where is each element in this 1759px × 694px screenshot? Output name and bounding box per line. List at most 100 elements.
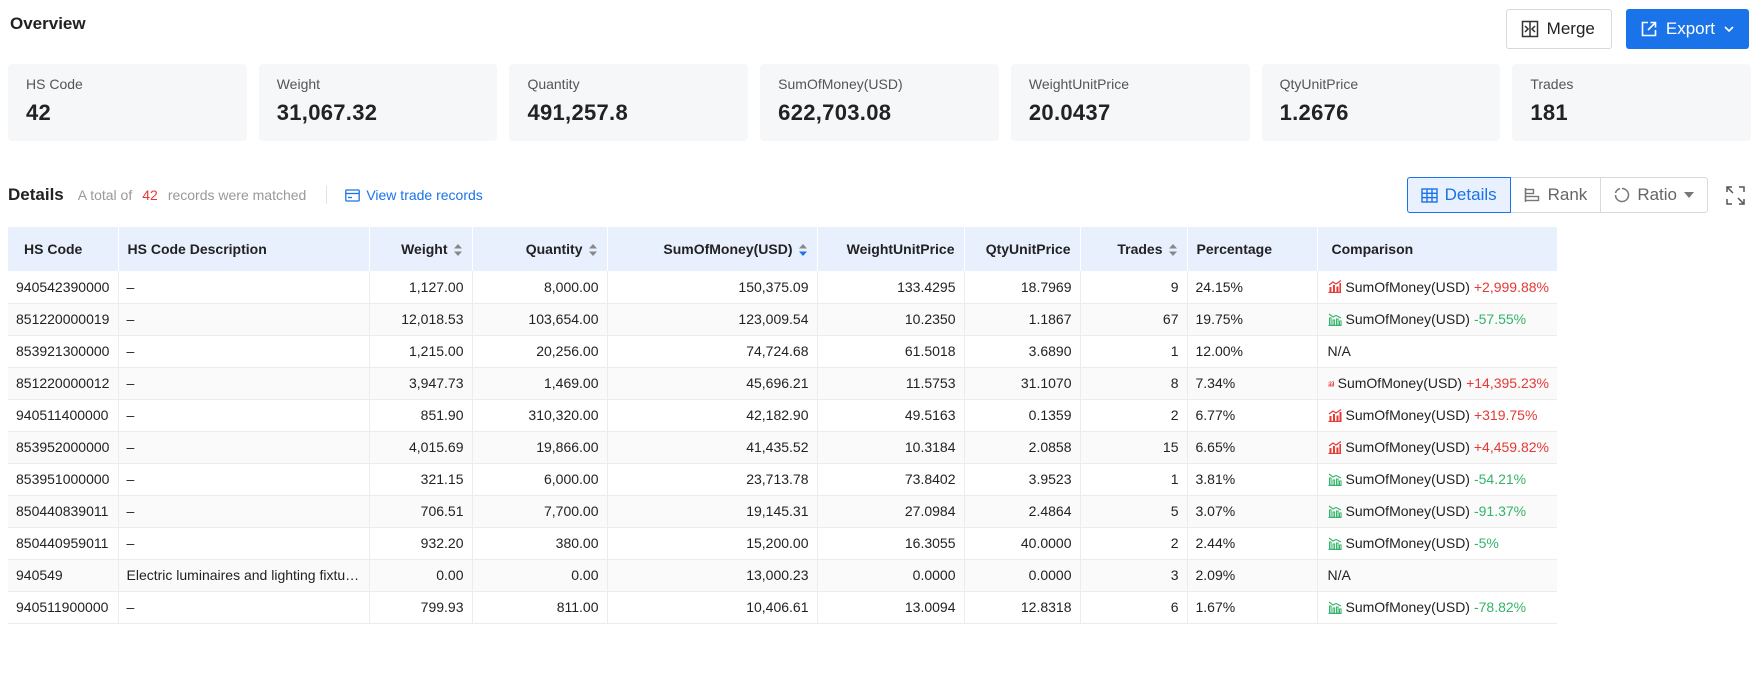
trend-down-icon [1328, 601, 1342, 614]
cell-hs-code: 850440959011 [8, 527, 119, 560]
cell-hs-code: 940511900000 [8, 591, 119, 624]
cell-weight-unit-price: 27.0984 [817, 495, 965, 528]
view-trade-records-link[interactable]: View trade records [345, 187, 483, 203]
stat-label: QtyUnitPrice [1279, 76, 1359, 92]
details-bar: Details A total of 42 records were matched… [8, 175, 1751, 215]
cell-quantity: 20,256.00 [472, 335, 608, 368]
merge-icon [1521, 20, 1538, 38]
trend-up-icon [1328, 408, 1341, 422]
table-row[interactable]: 853951000000–321.15 6,000.00 23,713.78 73.8… [8, 463, 1557, 496]
comparison-label: SumOfMoney(USD) [1345, 439, 1470, 455]
comparison-value: -78.82% [1473, 599, 1527, 615]
table-row[interactable]: 851220000012–3,947.73 1,469.00 45,696.21 11… [8, 367, 1557, 400]
cell-weight-unit-price: 61.5018 [817, 335, 965, 368]
stat-value: 31,067.32 [276, 100, 378, 125]
stats-row: HS Code 42 Weight 31,067.32 Quantity 491,257.… [8, 64, 1752, 141]
cell-weight: 706.51 [369, 495, 473, 528]
col-quantity[interactable]: Quantity [472, 227, 608, 271]
stat-card: HS Code 42 [8, 64, 247, 141]
cell-comparison: SumOfMoney(USD) +2,999.88% [1317, 271, 1557, 304]
sort-icon [1168, 244, 1177, 257]
stat-card: Quantity 491,257.8 [509, 64, 749, 141]
col-weight[interactable]: Weight [369, 227, 473, 271]
table-row[interactable]: 850440959011–932.20 380.00 15,200.00 16.305… [8, 527, 1557, 560]
tab-ratio[interactable]: Ratio [1601, 178, 1707, 212]
records-count: 42 [142, 187, 158, 203]
stat-value: 622,703.08 [778, 100, 892, 125]
trend-up-icon [1327, 280, 1341, 294]
comparison-value: -91.37% [1473, 503, 1527, 519]
table-row[interactable]: 853921300000–1,215.00 20,256.00 74,724.68 6… [8, 335, 1557, 368]
cell-weight: 0.00 [369, 559, 473, 592]
cell-sum-of-money: 15,200.00 [607, 527, 818, 560]
table-icon [1420, 187, 1438, 203]
stat-card: Weight 31,067.32 [258, 64, 498, 141]
stat-label: Quantity [527, 76, 580, 92]
cell-weight-unit-price: 16.3055 [817, 527, 965, 560]
cell-qty-unit-price: 3.6890 [964, 335, 1081, 368]
merge-button[interactable]: Merge [1505, 9, 1612, 49]
table-row[interactable]: 940511400000–851.90 310,320.00 42,182.90 49… [8, 399, 1557, 432]
cell-trades: 1 [1080, 335, 1188, 368]
rank-icon [1524, 188, 1539, 202]
view-switcher: Details Rank Ratio [1406, 177, 1751, 213]
col-hs-code: HS Code [8, 227, 119, 271]
fullscreen-icon [1726, 185, 1745, 205]
tab-details[interactable]: Details [1406, 177, 1511, 213]
cell-hs-code: 851220000019 [8, 303, 119, 336]
fullscreen-button[interactable] [1726, 185, 1745, 205]
export-button[interactable]: Export [1625, 9, 1749, 49]
col-sum-of-money[interactable]: SumOfMoney(USD) [607, 227, 818, 271]
cell-weight-unit-price: 10.2350 [817, 303, 965, 336]
cell-percentage: 2.44% [1187, 527, 1318, 560]
tab-rank[interactable]: Rank [1511, 178, 1602, 212]
stat-card: WeightUnitPrice 20.0437 [1010, 64, 1250, 141]
cell-percentage: 19.75% [1187, 303, 1318, 336]
comparison-value: +2,999.88% [1473, 278, 1549, 295]
cell-description: – [118, 527, 370, 560]
cell-hs-code: 851220000012 [8, 367, 119, 400]
table-row[interactable]: 940511900000–799.93 811.00 10,406.61 13.009… [8, 591, 1557, 624]
col-weight-unit-price: WeightUnitPrice [817, 227, 965, 271]
comparison-cell: SumOfMoney(USD) +319.75% [1328, 407, 1550, 423]
cell-comparison: SumOfMoney(USD) -5% [1317, 527, 1557, 560]
trend-down-icon [1328, 505, 1342, 518]
cell-sum-of-money: 150,375.09 [607, 271, 818, 304]
cell-sum-of-money: 13,000.23 [607, 559, 818, 592]
cell-sum-of-money: 41,435.52 [607, 431, 818, 464]
trend-down-icon [1328, 313, 1342, 326]
cell-percentage: 3.81% [1187, 463, 1318, 496]
table-row[interactable]: 940549 Electric luminaires and lighting f… [8, 559, 1557, 592]
stat-label: Trades [1530, 76, 1574, 92]
ratio-icon [1615, 187, 1630, 203]
table-row[interactable]: 850440839011–706.51 7,700.00 19,145.31 27.0… [8, 495, 1557, 528]
col-trades[interactable]: Trades [1080, 227, 1188, 271]
cell-weight: 799.93 [369, 591, 473, 624]
cell-qty-unit-price: 0.1359 [964, 399, 1081, 432]
cell-percentage: 6.77% [1187, 399, 1318, 432]
cell-sum-of-money: 123,009.54 [607, 303, 818, 336]
cell-sum-of-money: 10,406.61 [607, 591, 818, 624]
comparison-cell: SumOfMoney(USD) +4,459.82% [1327, 439, 1549, 455]
cell-qty-unit-price: 31.1070 [964, 367, 1081, 400]
cell-comparison: SumOfMoney(USD) +4,459.82% [1317, 431, 1557, 464]
comparison-value: +319.75% [1473, 407, 1538, 423]
cell-trades: 6 [1080, 591, 1188, 624]
cell-hs-code: 940511400000 [8, 399, 119, 432]
cell-weight-unit-price: 49.5163 [817, 399, 965, 432]
col-description: HS Code Description [118, 227, 370, 271]
details-table: HS Code HS Code Description Weight Quant… [8, 227, 1557, 624]
comparison-label: SumOfMoney(USD) [1345, 407, 1470, 423]
comparison-label: SumOfMoney(USD) [1345, 471, 1470, 487]
caret-down-icon [1684, 192, 1694, 198]
comparison-value: -54.21% [1473, 471, 1527, 487]
table-row[interactable]: 851220000019–12,018.53 103,654.00 123,009.… [8, 303, 1557, 336]
stat-value: 42 [26, 100, 52, 125]
tab-details-label: Details [1444, 185, 1497, 204]
table-row[interactable]: 940542390000–1,127.00 8,000.00 150,375.09 1… [8, 271, 1557, 304]
cell-percentage: 12.00% [1187, 335, 1318, 368]
cell-trades: 9 [1080, 271, 1188, 304]
cell-weight: 1,127.00 [369, 271, 473, 304]
table-row[interactable]: 853952000000–4,015.69 19,866.00 41,435.52 1… [8, 431, 1557, 464]
